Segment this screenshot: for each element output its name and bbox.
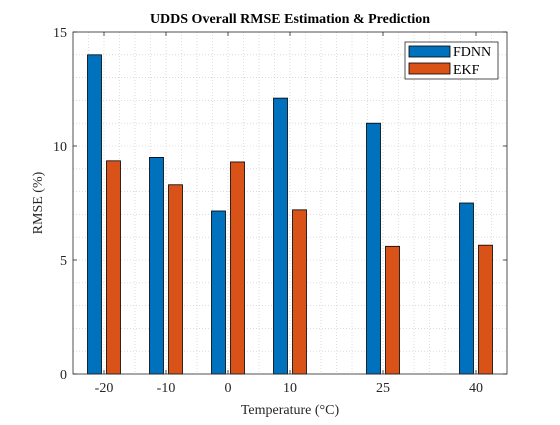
y-tick-label: 0 <box>60 368 67 383</box>
bar-ekf-25 <box>385 245 400 375</box>
y-tick-label: 10 <box>53 140 67 155</box>
legend-label-ekf: EKF <box>453 63 480 78</box>
bar-ekf-0 <box>230 161 245 375</box>
ticks: -20 -10 0 10 25 40 0 5 10 15 <box>53 26 507 396</box>
x-axis-label: Temperature (°C) <box>241 403 340 418</box>
bar-ekf-40 <box>478 244 493 375</box>
bar-fdnn--10 <box>149 156 164 375</box>
legend-swatch-fdnn <box>408 45 451 58</box>
x-tick-label: 25 <box>376 381 390 396</box>
bar-ekf--10 <box>168 184 183 375</box>
x-tick-label: -10 <box>157 381 176 396</box>
bar-fdnn-10 <box>273 97 288 375</box>
bar-fdnn--20 <box>87 54 102 375</box>
x-tick-label: -20 <box>95 381 114 396</box>
bar-ekf-10 <box>292 209 307 375</box>
legend-label-fdnn: FDNN <box>453 45 491 60</box>
y-tick-label: 5 <box>60 254 67 269</box>
bar-fdnn-40 <box>459 202 474 375</box>
x-tick-label: 40 <box>469 381 483 396</box>
legend-swatch-ekf <box>408 62 451 75</box>
y-axis-label: RMSE (%) <box>31 171 46 234</box>
bar-ekf--20 <box>106 160 121 375</box>
x-tick-label: 10 <box>283 381 297 396</box>
legend: FDNN EKF <box>404 41 499 80</box>
chart-title: UDDS Overall RMSE Estimation & Predictio… <box>150 12 430 27</box>
bar-fdnn-25 <box>366 122 381 375</box>
x-tick-label: 0 <box>225 381 232 396</box>
y-tick-label: 15 <box>53 26 67 41</box>
bar-fdnn-0 <box>211 210 226 375</box>
